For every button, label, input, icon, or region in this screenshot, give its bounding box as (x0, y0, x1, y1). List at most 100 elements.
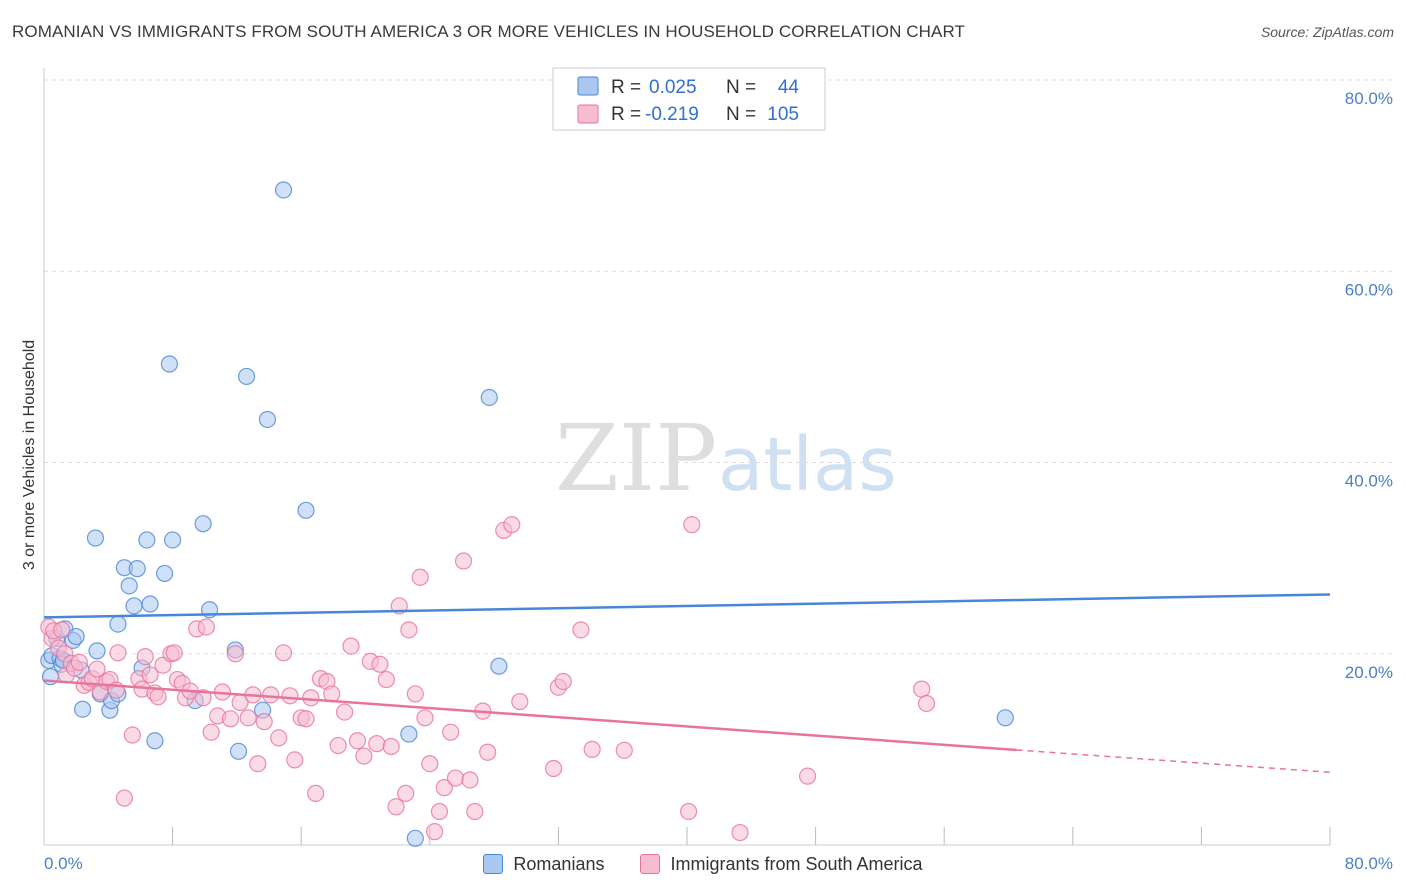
data-point (146, 732, 164, 750)
data-point (141, 666, 159, 684)
data-point (397, 784, 415, 802)
data-point (141, 595, 159, 613)
data-point (136, 648, 154, 666)
legend-swatch-immigrants (640, 854, 661, 874)
data-point (270, 729, 288, 747)
data-point (115, 789, 133, 807)
legend-label-immigrants: Immigrants from South America (670, 853, 923, 874)
data-point (382, 737, 400, 756)
stats-n-value: 44 (778, 77, 800, 98)
data-point (511, 692, 529, 711)
data-point (342, 637, 360, 655)
legend-item-romanians[interactable]: Romanians (483, 854, 604, 875)
data-point (255, 713, 273, 731)
stats-swatch-romanians (577, 76, 599, 96)
data-point (197, 618, 215, 636)
data-point (442, 723, 460, 741)
data-point (490, 657, 508, 675)
data-point (125, 597, 143, 615)
series-legend: Romanians Immigrants from South America (0, 851, 1406, 877)
data-point (446, 769, 465, 787)
data-point (307, 784, 325, 802)
data-point (70, 653, 88, 671)
data-point (138, 531, 156, 549)
stats-n-label: N = (726, 104, 756, 125)
data-point (583, 740, 601, 758)
data-point (426, 823, 444, 841)
data-point (454, 552, 473, 570)
legend-item-immigrants[interactable]: Immigrants from South America (640, 853, 923, 875)
data-point (194, 689, 212, 707)
data-point (165, 644, 183, 662)
data-point (221, 710, 240, 728)
data-point (194, 515, 212, 533)
data-point (377, 670, 395, 689)
y-tick-label: 60.0% (1345, 280, 1393, 299)
data-point (387, 798, 405, 816)
data-point (237, 367, 256, 386)
stats-r-value: -0.219 (645, 104, 699, 125)
data-point (262, 686, 280, 704)
data-point (503, 516, 521, 534)
trend-line (43, 679, 1017, 752)
stats-swatch-immigrants (577, 104, 599, 124)
trend-line-extension (1016, 749, 1331, 774)
data-point (128, 560, 146, 578)
data-point (554, 672, 572, 691)
grid (44, 79, 1393, 655)
data-point (258, 410, 277, 429)
data-point (239, 709, 257, 727)
data-point (406, 685, 424, 703)
data-point (281, 687, 299, 705)
watermark-zip: ZIP (555, 405, 717, 512)
data-point (371, 655, 389, 673)
data-point (615, 741, 633, 759)
data-point (329, 736, 347, 755)
x-tick-label-max: 80.0% (1345, 854, 1393, 873)
data-point (480, 388, 498, 407)
stats-n-value: 105 (767, 104, 799, 125)
data-point (544, 759, 563, 778)
data-point (86, 529, 105, 547)
stats-r-label: R = (611, 77, 641, 98)
data-point (913, 680, 931, 698)
x-tick-label-min: 0.0% (44, 854, 83, 873)
data-point (274, 644, 293, 662)
series-immigrants (40, 516, 936, 842)
data-point (249, 755, 267, 773)
y-tick-label: 20.0% (1345, 663, 1393, 682)
data-point (164, 531, 182, 549)
data-point (421, 755, 439, 773)
data-point (53, 621, 71, 639)
y-tick-label: 80.0% (1345, 89, 1393, 108)
data-point (73, 700, 92, 718)
data-point (202, 723, 220, 741)
data-point (109, 615, 127, 633)
legend-label-romanians: Romanians (513, 853, 605, 874)
data-point (336, 703, 354, 721)
data-point (302, 689, 320, 707)
trend-lines (43, 593, 1331, 774)
stats-r-value: 0.025 (649, 77, 697, 98)
chart-title: ROMANIAN VS IMMIGRANTS FROM SOUTH AMERIC… (12, 22, 966, 41)
stats-r-label: R = (611, 104, 641, 125)
series-romanians (40, 181, 1014, 847)
data-point (348, 732, 367, 750)
data-point (160, 355, 178, 373)
data-point (917, 694, 936, 713)
data-point (731, 823, 749, 842)
data-point (683, 516, 701, 534)
data-point (274, 181, 293, 199)
stats-n-label: N = (726, 77, 756, 98)
data-point (435, 779, 453, 797)
axes (43, 68, 1331, 846)
data-point (368, 735, 386, 753)
trend-line (43, 593, 1331, 619)
source-label: Source: ZipAtlas.com (1260, 24, 1394, 40)
data-point (411, 568, 429, 586)
data-point (461, 771, 479, 789)
data-point (996, 709, 1014, 727)
watermark: ZIP atlas (555, 405, 897, 512)
data-point (430, 802, 449, 821)
